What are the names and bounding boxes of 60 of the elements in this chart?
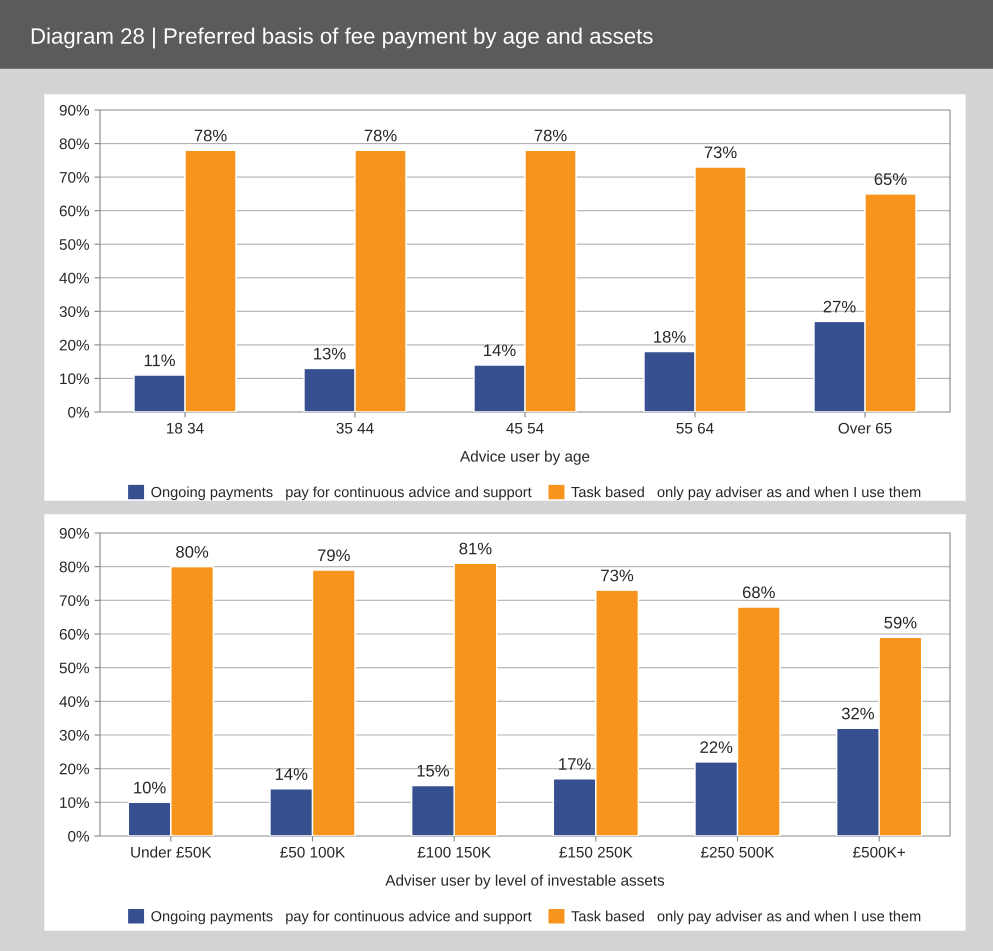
y-tick-label: 70%	[60, 595, 90, 606]
data-label: 81%	[459, 542, 492, 554]
data-label: 59%	[884, 616, 917, 629]
data-label: 18%	[654, 330, 686, 343]
data-label: 78%	[534, 130, 567, 142]
legend-label: Ongoing payments pay for continuous advice and support	[151, 910, 532, 924]
x-tick-label: 55 64	[676, 422, 714, 434]
x-tick-label: £100 150K	[418, 846, 491, 858]
data-label: 14%	[484, 344, 516, 356]
y-tick-label: 60%	[60, 206, 90, 216]
y-tick-label: 40%	[59, 696, 90, 708]
y-tick-label: 30%	[60, 306, 90, 318]
y-tick-label: 90%	[60, 528, 90, 539]
y-tick-label: 20%	[60, 764, 90, 774]
data-label: 22%	[700, 741, 732, 754]
y-tick-label: 70%	[60, 172, 90, 183]
data-label: 17%	[559, 758, 591, 770]
data-label: 11%	[144, 354, 175, 366]
y-tick-label: 50%	[60, 239, 90, 250]
x-tick-label: 35 44	[336, 422, 374, 434]
x-tick-label: £500K+	[853, 846, 905, 858]
data-label: 10%	[134, 782, 166, 794]
x-tick-label: £150 250K	[559, 846, 633, 858]
legend-label: Task based only pay adviser as and when I use them	[571, 910, 920, 924]
y-tick-label: 0%	[68, 406, 90, 418]
data-label: 15%	[418, 764, 450, 777]
y-tick-label: 40%	[59, 272, 90, 284]
data-label: 73%	[704, 146, 737, 158]
y-tick-label: 30%	[60, 730, 90, 741]
data-label: 14%	[276, 768, 308, 780]
legend-label: Ongoing payments pay for continuous advice and support	[151, 486, 532, 500]
x-tick-label: 45 54	[506, 422, 544, 434]
data-label: 73%	[601, 570, 634, 582]
x-axis-title: Adviser user by level of investable assets	[385, 874, 664, 889]
y-tick-label: 80%	[60, 138, 90, 150]
data-label: 78%	[364, 130, 397, 142]
y-tick-label: 80%	[60, 562, 90, 572]
data-label: 68%	[742, 586, 775, 598]
y-tick-label: 10%	[60, 373, 90, 384]
data-label: 80%	[176, 546, 208, 558]
y-tick-label: 0%	[68, 830, 90, 842]
data-label: 78%	[194, 130, 227, 142]
x-tick-label: 18 34	[167, 422, 204, 434]
data-label: 79%	[318, 549, 350, 562]
chart-title: Diagram 28 | Preferred basis of fee payment by age and assets	[32, 28, 653, 48]
data-label: 65%	[874, 173, 907, 186]
y-tick-label: 10%	[60, 797, 90, 808]
x-tick-label: Over 65	[838, 422, 892, 434]
data-label: 27%	[824, 300, 856, 312]
y-tick-label: 20%	[60, 340, 90, 351]
x-tick-label: £250 500K	[700, 846, 774, 858]
x-tick-label: £50 100K	[280, 846, 346, 858]
x-axis-title: Advice user by age	[460, 450, 590, 465]
data-label: 13%	[314, 348, 346, 360]
x-tick-label: Under £50K	[131, 846, 212, 858]
y-tick-label: 50%	[60, 662, 90, 674]
y-tick-label: 60%	[60, 628, 90, 640]
legend-label: Task based only pay adviser as and when I use them	[571, 486, 920, 500]
y-tick-label: 90%	[60, 104, 90, 116]
data-label: 32%	[842, 708, 874, 720]
